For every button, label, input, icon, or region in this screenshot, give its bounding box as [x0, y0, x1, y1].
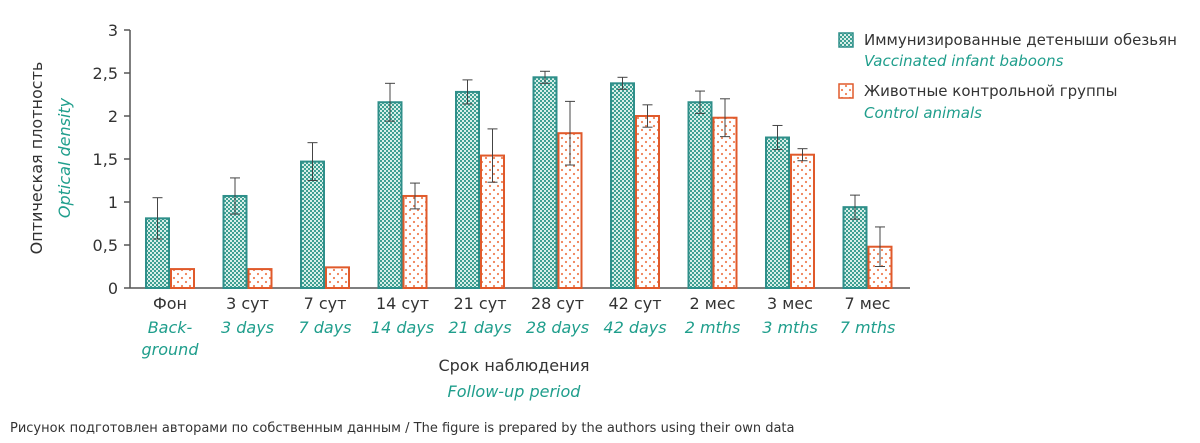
legend-label-control-en: Control animals — [864, 104, 982, 122]
y-tick-label: 3 — [108, 21, 118, 40]
x-tick-label-en: 14 days — [371, 318, 434, 337]
x-tick-label-en: 7 mths — [840, 318, 896, 337]
x-tick-label-en: 21 days — [448, 318, 511, 337]
x-axis: Фон Back-ground 3 сут 3 days 7 сут 7 days 14 с… — [130, 287, 910, 359]
legend-label-vaccinated-en: Vaccinated infant baboons — [864, 52, 1064, 70]
x-tick-label: 2 мес — [690, 294, 736, 313]
y-axis-label-en: Optical density — [55, 97, 74, 218]
y-tick-label: 2,5 — [93, 64, 118, 83]
x-tick-label: 28 сут — [531, 294, 584, 313]
legend-swatch-control — [838, 83, 854, 99]
x-tick-label: 14 сут — [376, 294, 429, 313]
y-axis: 0 0,5 1 1,5 2 2,5 3 — [93, 21, 131, 298]
x-tick-label-en: 3 days — [221, 318, 274, 337]
x-tick-label: 7 сут — [304, 294, 347, 313]
bar-control — [790, 153, 815, 289]
bar-vaccinated — [610, 82, 635, 289]
x-tick-label: 21 сут — [453, 294, 506, 313]
bar-chart: 0 0,5 1 1,5 2 2,5 3 Фон Back-ground 3 сут 3 days 7… — [27, 21, 1177, 401]
y-tick-label: 1 — [108, 193, 118, 212]
bar-control — [402, 194, 428, 289]
x-tick-label-en: 42 days — [603, 318, 666, 337]
legend-label-control: Животные контрольной группы — [864, 82, 1117, 100]
x-tick-label: 3 сут — [226, 294, 269, 313]
x-tick-label-en: 2 mths — [685, 318, 741, 337]
bar-control — [325, 266, 350, 289]
legend: Иммунизированные детеныши обезьян Vaccin… — [838, 31, 1177, 122]
x-tick-label: 3 мес — [767, 294, 813, 313]
y-tick-label: 0 — [108, 279, 118, 298]
x-tick-label-en: 3 mths — [762, 318, 818, 337]
x-tick-label: 42 сут — [608, 294, 661, 313]
x-tick-label: Фон — [153, 294, 187, 313]
bar-vaccinated — [532, 76, 558, 289]
legend-swatch-vaccinated — [838, 32, 854, 48]
bar-control — [170, 268, 195, 289]
bar-vaccinated — [765, 136, 790, 289]
x-tick-label: 7 мес — [845, 294, 891, 313]
y-tick-label: 0,5 — [93, 236, 118, 255]
figure-caption: Рисунок подготовлен авторами по собствен… — [10, 421, 795, 436]
bar-control — [635, 115, 660, 289]
bar-vaccinated — [455, 90, 480, 289]
bars-group — [145, 70, 893, 289]
x-axis-label-en: Follow-up period — [448, 382, 582, 401]
bar-vaccinated — [687, 101, 713, 289]
y-tick-label: 2 — [108, 107, 118, 126]
x-tick-label-en: Back- — [148, 318, 193, 337]
x-tick-label-en: 28 days — [526, 318, 589, 337]
y-axis-label: Оптическая плотность — [27, 62, 46, 255]
x-axis-label: Срок наблюдения — [438, 356, 589, 375]
y-tick-label: 1,5 — [93, 150, 118, 169]
x-tick-label-en: 7 days — [298, 318, 351, 337]
bar-vaccinated — [377, 101, 403, 289]
legend-label-vaccinated: Иммунизированные детеныши обезьян — [864, 31, 1177, 49]
x-tick-label-en: ground — [142, 340, 200, 359]
bar-control — [247, 268, 273, 289]
bar-control — [712, 116, 738, 289]
